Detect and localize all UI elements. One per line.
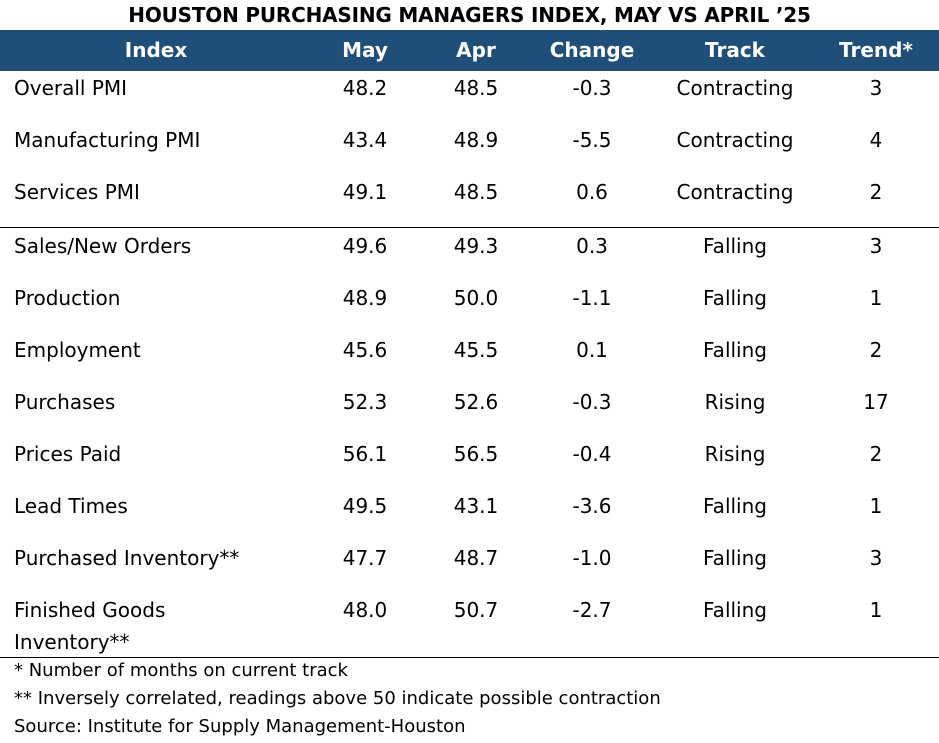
cell-trend: 3 bbox=[869, 76, 883, 100]
cell-index: Manufacturing PMI bbox=[14, 128, 201, 152]
cell-change: -3.6 bbox=[572, 494, 612, 518]
cell-track: Rising bbox=[704, 390, 766, 414]
cell-change: -2.7 bbox=[572, 598, 612, 622]
cell-track: Contracting bbox=[676, 76, 794, 100]
cell-trend: 1 bbox=[869, 286, 883, 310]
cell-index: Services PMI bbox=[14, 180, 140, 204]
header-may: May bbox=[342, 38, 388, 62]
cell-change: -0.4 bbox=[572, 442, 612, 466]
cell-trend: 1 bbox=[869, 494, 883, 518]
cell-may: 49.6 bbox=[342, 234, 388, 258]
table-row: Lead Times 49.5 43.1 -3.6 Falling 1 bbox=[0, 490, 939, 542]
table-row: Prices Paid 56.1 56.5 -0.4 Rising 2 bbox=[0, 438, 939, 490]
cell-may: 48.0 bbox=[342, 598, 388, 622]
cell-apr: 50.7 bbox=[453, 598, 499, 622]
cell-apr: 48.5 bbox=[453, 180, 499, 204]
cell-trend: 3 bbox=[869, 234, 883, 258]
cell-index: Purchases bbox=[14, 390, 116, 414]
header-index: Index bbox=[124, 38, 188, 62]
cell-index: Lead Times bbox=[14, 494, 128, 518]
cell-index: Overall PMI bbox=[14, 76, 128, 100]
cell-trend: 2 bbox=[869, 338, 883, 362]
table-row: Overall PMI 48.2 48.5 -0.3 Contracting 3 bbox=[0, 72, 939, 124]
cell-track: Falling bbox=[703, 286, 767, 310]
cell-track: Falling bbox=[703, 234, 767, 258]
cell-track: Rising bbox=[704, 442, 766, 466]
footer-divider bbox=[0, 657, 939, 658]
cell-trend: 1 bbox=[869, 598, 883, 622]
cell-apr: 45.5 bbox=[453, 338, 499, 362]
footnote-inverse: ** Inversely correlated, readings above … bbox=[14, 688, 661, 709]
table-row: Finished Goods Inventory** 48.0 50.7 -2.7 Fa… bbox=[0, 594, 939, 654]
cell-track: Contracting bbox=[676, 128, 794, 152]
cell-apr: 48.5 bbox=[453, 76, 499, 100]
table-row: Purchased Inventory** 47.7 48.7 -1.0 Falling… bbox=[0, 542, 939, 594]
header-trend: Trend* bbox=[839, 38, 913, 62]
cell-track: Falling bbox=[703, 598, 767, 622]
cell-index: Purchased Inventory** bbox=[14, 546, 240, 570]
cell-may: 49.5 bbox=[342, 494, 388, 518]
section-divider bbox=[0, 227, 939, 228]
cell-change: 0.6 bbox=[576, 180, 608, 204]
cell-apr: 48.9 bbox=[453, 128, 499, 152]
cell-track: Falling bbox=[703, 546, 767, 570]
cell-track: Falling bbox=[703, 338, 767, 362]
cell-may: 49.1 bbox=[342, 180, 388, 204]
table-header: Index May Apr Change Track Trend* bbox=[0, 30, 939, 71]
cell-change: 0.3 bbox=[576, 234, 608, 258]
cell-apr: 49.3 bbox=[453, 234, 499, 258]
table-row: Services PMI 49.1 48.5 0.6 Contracting 2 bbox=[0, 176, 939, 228]
cell-trend: 17 bbox=[863, 390, 889, 414]
cell-track: Contracting bbox=[676, 180, 794, 204]
header-change: Change bbox=[549, 38, 635, 62]
cell-may: 52.3 bbox=[342, 390, 388, 414]
table-row: Production 48.9 50.0 -1.1 Falling 1 bbox=[0, 282, 939, 334]
cell-trend: 4 bbox=[869, 128, 883, 152]
cell-may: 45.6 bbox=[342, 338, 388, 362]
table-row: Sales/New Orders 49.6 49.3 0.3 Falling 3 bbox=[0, 230, 939, 282]
cell-change: -1.1 bbox=[572, 286, 612, 310]
cell-may: 43.4 bbox=[342, 128, 388, 152]
cell-apr: 48.7 bbox=[453, 546, 499, 570]
table-title: HOUSTON PURCHASING MANAGERS INDEX, MAY V… bbox=[128, 3, 811, 27]
footnote-trend: * Number of months on current track bbox=[14, 660, 348, 681]
cell-index: Employment bbox=[14, 338, 141, 362]
cell-change: -0.3 bbox=[572, 76, 612, 100]
cell-may: 56.1 bbox=[342, 442, 388, 466]
cell-apr: 56.5 bbox=[453, 442, 499, 466]
cell-trend: 2 bbox=[869, 180, 883, 204]
table-row: Manufacturing PMI 43.4 48.9 -5.5 Contracting… bbox=[0, 124, 939, 176]
cell-apr: 50.0 bbox=[453, 286, 499, 310]
cell-apr: 43.1 bbox=[453, 494, 499, 518]
cell-index: Production bbox=[14, 286, 121, 310]
table-row: Purchases 52.3 52.6 -0.3 Rising 17 bbox=[0, 386, 939, 438]
table-row: Employment 45.6 45.5 0.1 Falling 2 bbox=[0, 334, 939, 386]
cell-index: Sales/New Orders bbox=[14, 234, 192, 258]
cell-change: 0.1 bbox=[576, 338, 608, 362]
cell-change: -5.5 bbox=[572, 128, 612, 152]
cell-index: Finished Goods Inventory** bbox=[14, 598, 166, 654]
cell-trend: 2 bbox=[869, 442, 883, 466]
cell-change: -0.3 bbox=[572, 390, 612, 414]
cell-index: Prices Paid bbox=[14, 442, 122, 466]
footnote-source: Source: Institute for Supply Management-… bbox=[14, 716, 466, 737]
cell-change: -1.0 bbox=[572, 546, 612, 570]
cell-may: 48.9 bbox=[342, 286, 388, 310]
cell-may: 47.7 bbox=[342, 546, 388, 570]
cell-trend: 3 bbox=[869, 546, 883, 570]
header-track: Track bbox=[705, 38, 765, 62]
header-apr: Apr bbox=[456, 38, 496, 62]
cell-may: 48.2 bbox=[342, 76, 388, 100]
cell-track: Falling bbox=[703, 494, 767, 518]
cell-apr: 52.6 bbox=[453, 390, 499, 414]
